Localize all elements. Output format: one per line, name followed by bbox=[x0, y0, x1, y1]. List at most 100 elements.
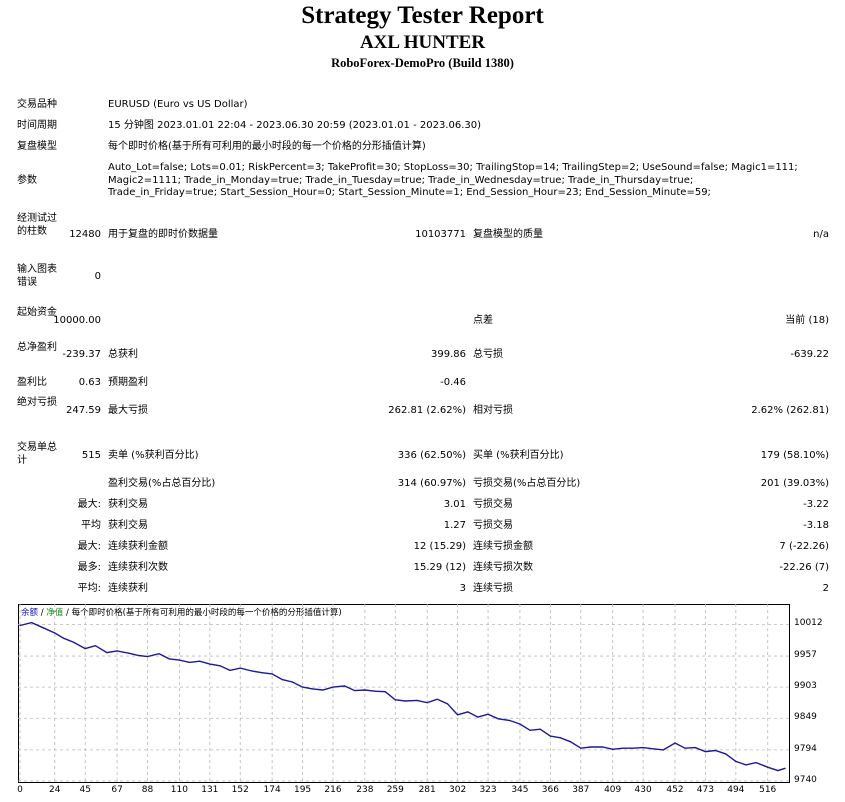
params-label: 参数 bbox=[17, 175, 37, 186]
average-prefix: 平均 bbox=[81, 520, 101, 531]
balance-point bbox=[281, 679, 283, 681]
balance-point bbox=[229, 669, 231, 671]
spread-label: 点差 bbox=[473, 315, 493, 326]
x-tick-label: 345 bbox=[511, 785, 529, 795]
balance-point bbox=[219, 665, 221, 667]
grossloss-value: -639.22 bbox=[790, 349, 829, 360]
avg-consec-losses-label: 连续亏损 bbox=[473, 583, 513, 594]
avg-consec-wins-value: 3 bbox=[459, 583, 466, 594]
balance-point bbox=[116, 650, 118, 652]
avg-consec-wins-label: 连续获利 bbox=[108, 583, 148, 594]
trades-value: 515 bbox=[81, 450, 101, 461]
bars-value: 12480 bbox=[69, 229, 101, 240]
profit-trades-label: 盈利交易(%占总百分比) bbox=[108, 478, 216, 489]
balance-point bbox=[54, 632, 56, 634]
avg-profit-label: 获利交易 bbox=[108, 520, 148, 531]
reldd-label: 相对亏损 bbox=[473, 405, 513, 416]
balance-point bbox=[755, 762, 757, 764]
x-tick-label: 430 bbox=[634, 785, 652, 795]
balance-point bbox=[570, 741, 572, 743]
balance-point bbox=[271, 673, 273, 675]
long-label: 买单 (%获利百分比) bbox=[473, 450, 564, 461]
y-tick-label: 9903 bbox=[794, 681, 817, 692]
balance-point bbox=[158, 653, 160, 655]
params-value: Auto_Lot=false; Lots=0.01; RiskPercent=3… bbox=[108, 162, 798, 198]
balance-point bbox=[674, 742, 676, 744]
period-value: 15 分钟图 2023.01.01 22:04 - 2023.06.30 20:… bbox=[108, 120, 482, 131]
absdd-value: 247.59 bbox=[66, 405, 101, 416]
long-value: 179 (58.10%) bbox=[760, 450, 829, 461]
avg-consec-prefix: 平均: bbox=[77, 583, 101, 594]
server-build: RoboForex-DemoPro (Build 1380) bbox=[331, 56, 514, 70]
balance-point bbox=[497, 718, 499, 720]
balance-point bbox=[725, 753, 727, 755]
balance-point bbox=[31, 622, 33, 624]
maximal-consec-profit-value: 15.29 (12) bbox=[413, 562, 466, 573]
balance-point bbox=[199, 660, 201, 662]
balance-point bbox=[322, 689, 324, 691]
quality-label: 复盘模型的质量 bbox=[473, 229, 543, 240]
balance-point bbox=[251, 670, 253, 672]
balance-point bbox=[601, 746, 604, 748]
x-tick-label: 366 bbox=[541, 785, 559, 795]
balance-point bbox=[559, 737, 562, 739]
balance-point bbox=[446, 703, 449, 705]
expert-name: AXL HUNTER bbox=[359, 32, 486, 53]
balance-point bbox=[394, 699, 396, 701]
balance-point bbox=[745, 764, 747, 766]
balance-point bbox=[529, 729, 531, 731]
maxdd-label: 最大亏损 bbox=[108, 405, 148, 416]
x-tick-label: 174 bbox=[263, 785, 281, 795]
balance-point bbox=[354, 690, 356, 692]
loss-trades-value: 201 (39.03%) bbox=[760, 478, 829, 489]
ticks-value: 10103771 bbox=[415, 229, 466, 240]
x-tick-label: 88 bbox=[141, 785, 154, 795]
largest-prefix: 最大: bbox=[77, 499, 101, 510]
ticks-label: 用于复盘的即时价数据量 bbox=[108, 229, 218, 240]
model-value: 每个即时价格(基于所有可利用的最小时段的每一个价格的分形插值计算) bbox=[108, 141, 426, 152]
x-tick-label: 238 bbox=[356, 785, 374, 795]
short-label: 卖单 (%获利百分比) bbox=[108, 450, 199, 461]
balance-point bbox=[42, 627, 44, 629]
quality-value: n/a bbox=[813, 229, 829, 240]
legend-equity: 净值 bbox=[46, 608, 64, 618]
grossprofit-label: 总获利 bbox=[108, 349, 138, 360]
avg-profit-value: 1.27 bbox=[443, 520, 466, 531]
symbol-label: 交易品种 bbox=[17, 99, 57, 110]
balance-point bbox=[519, 723, 521, 725]
x-tick-label: 216 bbox=[324, 785, 342, 795]
max-consec-losses-value: 7 (-22.26) bbox=[779, 541, 829, 552]
largest-loss-label: 亏损交易 bbox=[473, 499, 513, 510]
balance-point bbox=[302, 686, 304, 688]
x-tick-label: 131 bbox=[201, 785, 219, 795]
x-tick-label: 302 bbox=[449, 785, 467, 795]
balance-point bbox=[632, 747, 634, 749]
netprofit-value: -239.37 bbox=[62, 349, 101, 360]
balance-point bbox=[580, 747, 582, 749]
mismatch-value: 0 bbox=[94, 271, 101, 282]
avg-loss-value: -3.18 bbox=[803, 520, 829, 531]
largest-profit-label: 获利交易 bbox=[108, 499, 148, 510]
symbol-value: EURUSD (Euro vs US Dollar) bbox=[108, 99, 248, 110]
grossprofit-value: 399.86 bbox=[431, 349, 466, 360]
avg-loss-label: 亏损交易 bbox=[473, 520, 513, 531]
payoff-label: 预期盈利 bbox=[108, 377, 148, 388]
balance-point bbox=[73, 641, 75, 643]
maximal-prefix: 最多: bbox=[77, 562, 101, 573]
trades-label: 交易单总计 bbox=[17, 442, 57, 466]
x-tick-label: 259 bbox=[386, 785, 404, 795]
balance-point bbox=[332, 686, 334, 688]
balance-point bbox=[291, 681, 293, 683]
balance-point bbox=[539, 728, 541, 730]
x-tick-label: 152 bbox=[231, 785, 249, 795]
balance-point bbox=[457, 714, 459, 716]
chart-frame bbox=[18, 604, 790, 783]
netprofit-label: 总净盈利 bbox=[17, 342, 57, 353]
maxdd-value: 262.81 (2.62%) bbox=[388, 405, 466, 416]
balance-point bbox=[19, 624, 21, 627]
balance-point bbox=[487, 713, 489, 715]
maximal-consec-profit-label: 连续获利次数 bbox=[108, 562, 168, 573]
maximal-consec-loss-value: -22.26 (7) bbox=[779, 562, 829, 573]
bars-label: 经测试过的柱数 bbox=[17, 213, 57, 237]
max-consec-wins-label: 连续获利金额 bbox=[108, 541, 168, 552]
